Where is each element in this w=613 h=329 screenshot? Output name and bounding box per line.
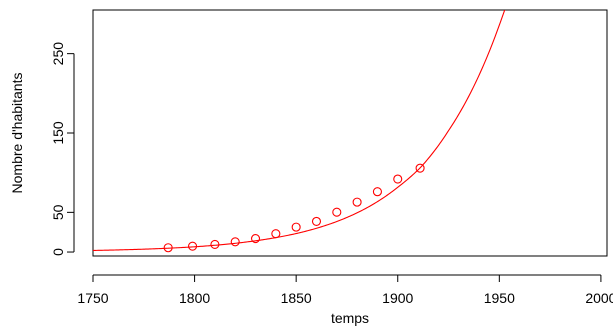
y-tick-label: 0 — [50, 248, 66, 256]
y-tick-label: 150 — [50, 121, 66, 145]
x-tick-label: 1800 — [179, 290, 210, 306]
data-point — [291, 222, 301, 232]
y-axis: 0 50 150 250 — [50, 42, 75, 256]
x-tick-label: 1850 — [281, 290, 312, 306]
data-point — [210, 239, 220, 249]
x-tick-label: 1900 — [382, 290, 413, 306]
plot-area-frame — [92, 9, 608, 257]
plot-series — [93, 10, 506, 253]
data-point — [163, 243, 173, 253]
data-point — [271, 229, 281, 239]
y-tick-label: 50 — [50, 204, 66, 220]
x-axis: 1750 1800 1850 1900 1950 2000 — [77, 274, 613, 306]
data-point — [352, 197, 362, 207]
x-tick-label: 2000 — [585, 290, 613, 306]
data-point — [311, 216, 322, 226]
data-point — [332, 207, 342, 217]
model-curve — [93, 10, 506, 251]
y-axis-title: Nombre d'habitants — [9, 73, 25, 194]
x-tick-label: 1750 — [77, 290, 108, 306]
x-axis-title: temps — [331, 310, 369, 326]
data-point — [187, 241, 198, 251]
data-point — [393, 174, 403, 184]
data-point — [230, 237, 240, 247]
data-point — [372, 187, 382, 197]
data-point — [415, 163, 425, 173]
y-tick-label: 250 — [50, 42, 66, 66]
data-point — [250, 233, 261, 244]
x-tick-label: 1950 — [484, 290, 515, 306]
